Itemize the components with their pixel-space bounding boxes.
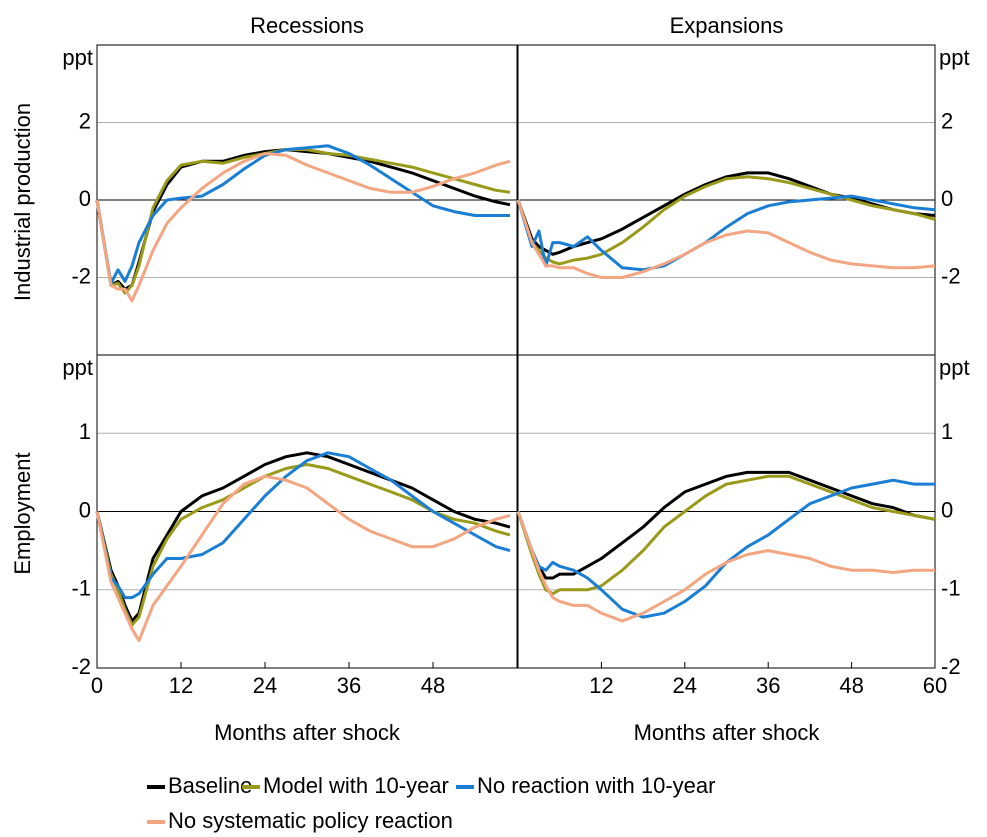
series-line (95, 463, 511, 627)
y-tick-label: 0 (941, 186, 953, 211)
legend-label: No reaction with 10-year (477, 773, 715, 798)
y-tick-label: -1 (941, 576, 961, 601)
series-line (95, 474, 511, 643)
x-tick-label: 36 (756, 673, 780, 698)
x-tick-label: 48 (839, 673, 863, 698)
y-tick-label: -2 (71, 263, 91, 288)
series-line (516, 474, 936, 596)
x-axis-label: Months after shock (214, 720, 401, 745)
series-line (95, 148, 511, 291)
y-unit: ppt (62, 355, 93, 380)
y-unit: ppt (939, 45, 970, 70)
y-tick-label: 0 (79, 497, 91, 522)
y-tick-label: 2 (79, 108, 91, 133)
y-axis-label: Industrial production (10, 103, 35, 301)
y-tick-label: -1 (71, 576, 91, 601)
y-unit: ppt (62, 45, 93, 70)
x-tick-label: 36 (337, 673, 361, 698)
panel-title: Recessions (250, 13, 364, 38)
y-tick-label: 0 (79, 186, 91, 211)
y-tick-label: -2 (941, 654, 961, 679)
series-line (516, 470, 936, 580)
x-tick-label: 60 (923, 673, 947, 698)
x-tick-label: 24 (673, 673, 697, 698)
panel-title: Expansions (670, 13, 784, 38)
series-line (516, 199, 936, 279)
series-line (95, 148, 511, 295)
legend-label: Baseline (168, 773, 252, 798)
series-line (95, 451, 511, 600)
legend-label: Model with 10-year (263, 773, 449, 798)
x-axis-label: Months after shock (634, 720, 821, 745)
x-tick-label: 12 (169, 673, 193, 698)
y-tick-label: -2 (941, 263, 961, 288)
x-tick-label: 48 (421, 673, 445, 698)
series-line (95, 451, 511, 623)
legend-label: No systematic policy reaction (168, 808, 453, 833)
series-line (95, 144, 510, 285)
y-tick-label: 1 (941, 419, 953, 444)
y-unit: ppt (939, 355, 970, 380)
y-tick-label: -2 (71, 654, 91, 679)
y-axis-label: Employment (10, 452, 35, 574)
series-line (516, 171, 936, 256)
series-line (516, 175, 936, 266)
series-line (516, 510, 935, 623)
series-line (95, 152, 511, 303)
y-tick-label: 2 (941, 108, 953, 133)
x-tick-label: 0 (91, 673, 103, 698)
y-tick-label: 0 (941, 497, 953, 522)
x-tick-label: 24 (253, 673, 277, 698)
y-tick-label: 1 (79, 419, 91, 444)
x-tick-label: 12 (589, 673, 613, 698)
series-line (516, 478, 935, 619)
